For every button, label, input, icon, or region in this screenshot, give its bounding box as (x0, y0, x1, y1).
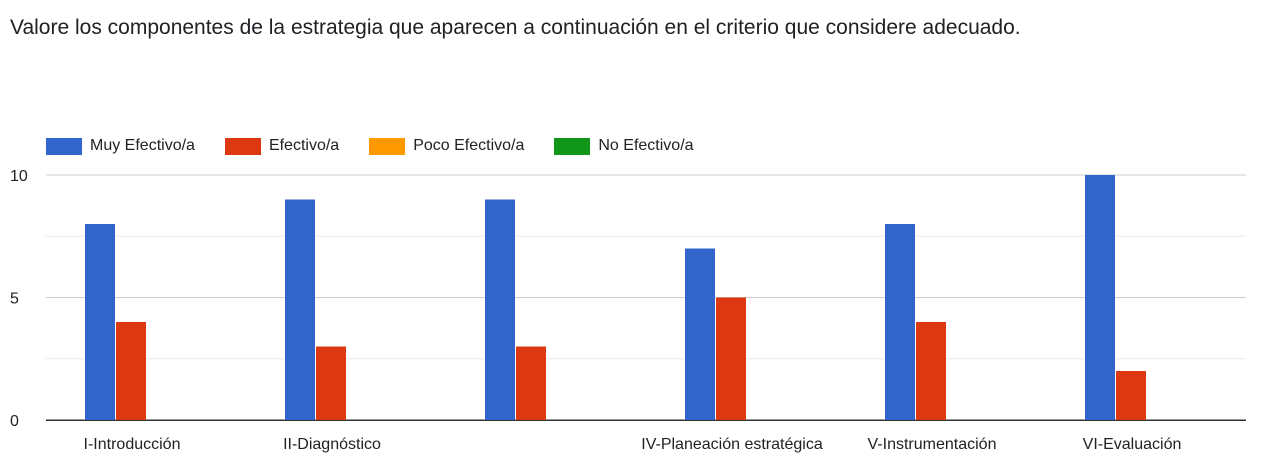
x-tick-label: VI-Evaluación (1083, 436, 1182, 453)
legend-label-poco-efectivo: Poco Efectivo/a (413, 137, 525, 154)
legend-item-muy-efectivo: Muy Efectivo/a (46, 137, 195, 155)
bar (516, 346, 546, 420)
legend-item-no-efectivo: No Efectivo/a (554, 137, 694, 155)
question-title: Valore los componentes de la estrategia … (10, 16, 1021, 39)
legend-label-no-efectivo: No Efectivo/a (598, 137, 694, 154)
y-tick-label: 5 (10, 291, 19, 308)
legend-swatch-efectivo (224, 137, 261, 155)
x-tick-label: I-Introducción (84, 436, 181, 453)
x-tick-label: IV-Planeación estratégica (641, 436, 823, 453)
legend-swatch-poco-efectivo (369, 137, 406, 155)
bar (85, 224, 115, 420)
y-tick-label: 10 (10, 168, 28, 185)
bar (116, 322, 146, 420)
legend-label-muy-efectivo: Muy Efectivo/a (90, 137, 195, 154)
chart-legend: Muy Efectivo/a Efectivo/a Poco Efectivo/… (46, 134, 724, 158)
bar (285, 199, 315, 420)
legend-item-poco-efectivo: Poco Efectivo/a (369, 137, 524, 155)
x-tick-label: II-Diagnóstico (283, 436, 381, 453)
bar (916, 322, 946, 420)
bar (316, 346, 346, 420)
legend-item-efectivo: Efectivo/a (224, 137, 340, 155)
bar (1085, 175, 1115, 420)
y-tick-label: 0 (10, 413, 19, 430)
bar (885, 224, 915, 420)
bar (685, 248, 715, 420)
legend-swatch-muy-efectivo (46, 137, 82, 155)
bar (1116, 371, 1146, 420)
legend-label-efectivo: Efectivo/a (268, 137, 340, 154)
bar (716, 297, 746, 420)
x-tick-label: V-Instrumentación (868, 436, 997, 453)
legend-swatch-no-efectivo (554, 137, 591, 155)
bar (485, 199, 515, 420)
